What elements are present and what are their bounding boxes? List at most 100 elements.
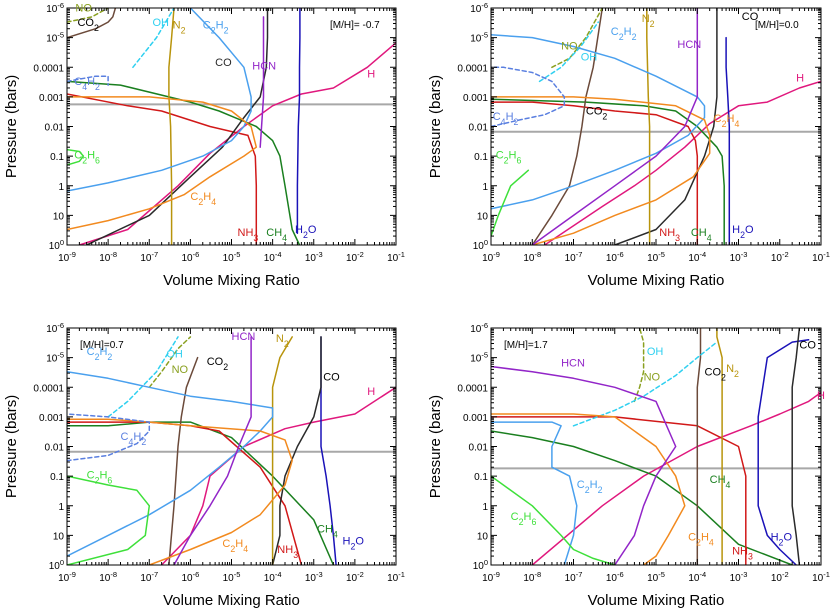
- species-label-h: H: [367, 386, 375, 398]
- species-label-n2: N2: [276, 333, 289, 349]
- species-label-hcn: HCN: [561, 358, 585, 370]
- species-label-c2h6: C2H6: [74, 149, 100, 165]
- y-tick-label: 1: [482, 502, 488, 513]
- x-axis-label: Volume Mixing Ratio: [163, 592, 300, 609]
- series-line-n2: [716, 328, 723, 565]
- species-label-c2h4: C2H4: [688, 532, 714, 548]
- y-tick-label: 0.1: [474, 472, 488, 483]
- x-tick-label: 10-6: [181, 250, 199, 265]
- y-tick-label: 0.01: [469, 443, 489, 454]
- series-line-ch4: [67, 80, 301, 245]
- series-line-c2h4: [491, 96, 711, 245]
- species-label-c2h4: C2H4: [190, 191, 216, 207]
- x-tick-label: 10-6: [606, 250, 624, 265]
- y-tick-label: 10-6: [46, 321, 64, 336]
- species-label-no: NO: [172, 364, 189, 376]
- species-label-c4h2: C4H2: [74, 76, 100, 92]
- y-tick-label: 10: [53, 211, 65, 222]
- x-tick-label: 10-3: [305, 250, 323, 265]
- species-label-hcn: HCN: [232, 331, 256, 343]
- series-line-oh: [107, 336, 179, 418]
- y-tick-label: 0.01: [45, 123, 65, 134]
- y-tick-label: 10: [53, 531, 65, 542]
- x-tick-label: 10-2: [771, 570, 789, 585]
- series-line-n2: [168, 8, 175, 245]
- plot-frame: [66, 7, 397, 246]
- x-tick-label: 10-1: [387, 250, 405, 265]
- series-line-c2h6: [67, 148, 85, 166]
- species-label-n2: N2: [173, 20, 186, 36]
- metallicity-label: [M/H]=1.7: [504, 340, 548, 351]
- x-tick-label: 10-8: [99, 250, 117, 265]
- species-label-h2o: H2O: [342, 535, 364, 551]
- y-tick-label: 0.0001: [457, 383, 488, 394]
- x-tick-label: 10-6: [181, 570, 199, 585]
- series-line-c2h6: [491, 475, 616, 565]
- x-tick-label: 10-8: [523, 250, 541, 265]
- y-axis-label: Pressure (bars): [3, 395, 20, 498]
- x-axis-label: Volume Mixing Ratio: [588, 272, 725, 289]
- series-line-no: [148, 336, 192, 389]
- series-line-h: [531, 391, 821, 565]
- species-label-oh: OH: [153, 17, 170, 29]
- y-tick-label: 0.01: [45, 443, 65, 454]
- chart-panel-3: 10-9 10-8 10-7 10-6 10-5 10-4 10-3 10-2 10-1 10-6…: [3, 321, 405, 610]
- y-tick-label: 100: [473, 238, 488, 253]
- y-tick-label: 10-6: [470, 321, 488, 336]
- species-label-c4h2: C4H2: [493, 111, 519, 127]
- x-tick-label: 10-5: [223, 250, 241, 265]
- y-tick-label: 10: [477, 211, 489, 222]
- species-label-co: CO: [799, 340, 816, 352]
- species-label-co: CO: [742, 11, 759, 23]
- series-line-oh: [572, 341, 718, 427]
- series-line-c2h4: [67, 96, 258, 231]
- x-tick-label: 10-9: [58, 570, 76, 585]
- y-tick-label: 0.0001: [33, 63, 64, 74]
- x-tick-label: 10-8: [523, 570, 541, 585]
- series-line-c2h6: [491, 169, 530, 237]
- series-line-n2: [646, 8, 651, 245]
- y-axis-label: Pressure (bars): [3, 75, 20, 178]
- species-label-co: CO: [323, 372, 340, 384]
- series-line-co: [614, 8, 718, 245]
- y-axis-label: Pressure (bars): [427, 75, 444, 178]
- y-tick-label: 0.001: [39, 93, 64, 104]
- x-tick-label: 10-7: [565, 250, 583, 265]
- series-line-co2: [531, 8, 604, 245]
- species-label-hcn: HCN: [677, 39, 701, 51]
- y-tick-label: 0.001: [463, 413, 488, 424]
- x-tick-label: 10-5: [223, 570, 241, 585]
- metallicity-label: [M/H]= -0.7: [330, 20, 380, 31]
- series-line-co2: [168, 356, 199, 565]
- series-line-c2h2: [67, 371, 274, 557]
- series-line-c4h2: [67, 413, 151, 462]
- series-line-c2h2: [491, 421, 578, 565]
- series-line-hcn: [259, 16, 265, 148]
- series-line-c4h2: [491, 66, 566, 128]
- x-tick-label: 10-3: [730, 570, 748, 585]
- series-line-c2h4: [67, 418, 293, 565]
- species-label-n2: N2: [726, 363, 739, 379]
- x-axis-label: Volume Mixing Ratio: [163, 272, 300, 289]
- y-tick-label: 0.001: [39, 413, 64, 424]
- x-tick-label: 10-3: [730, 250, 748, 265]
- species-label-c2h2: C2H2: [203, 20, 229, 36]
- y-tick-label: 10-6: [470, 1, 488, 16]
- species-label-ch4: CH4: [710, 474, 731, 490]
- species-label-c2h4: C2H4: [714, 113, 740, 129]
- y-tick-label: 10-5: [470, 30, 488, 45]
- x-tick-label: 10-4: [688, 250, 706, 265]
- species-label-h2o: H2O: [771, 532, 793, 548]
- x-tick-label: 10-4: [264, 570, 282, 585]
- series-line-oh: [538, 21, 600, 83]
- series-line-co: [271, 336, 322, 565]
- species-label-c2h2: C2H2: [87, 346, 113, 362]
- series-line-c2h2: [491, 34, 706, 210]
- species-label-c2h4: C2H4: [222, 538, 248, 554]
- series-line-h2o: [725, 36, 731, 245]
- species-label-h: H: [367, 68, 375, 80]
- x-tick-label: 10-9: [58, 250, 76, 265]
- species-label-hcn: HCN: [252, 61, 276, 73]
- species-label-ch4: CH4: [691, 227, 712, 243]
